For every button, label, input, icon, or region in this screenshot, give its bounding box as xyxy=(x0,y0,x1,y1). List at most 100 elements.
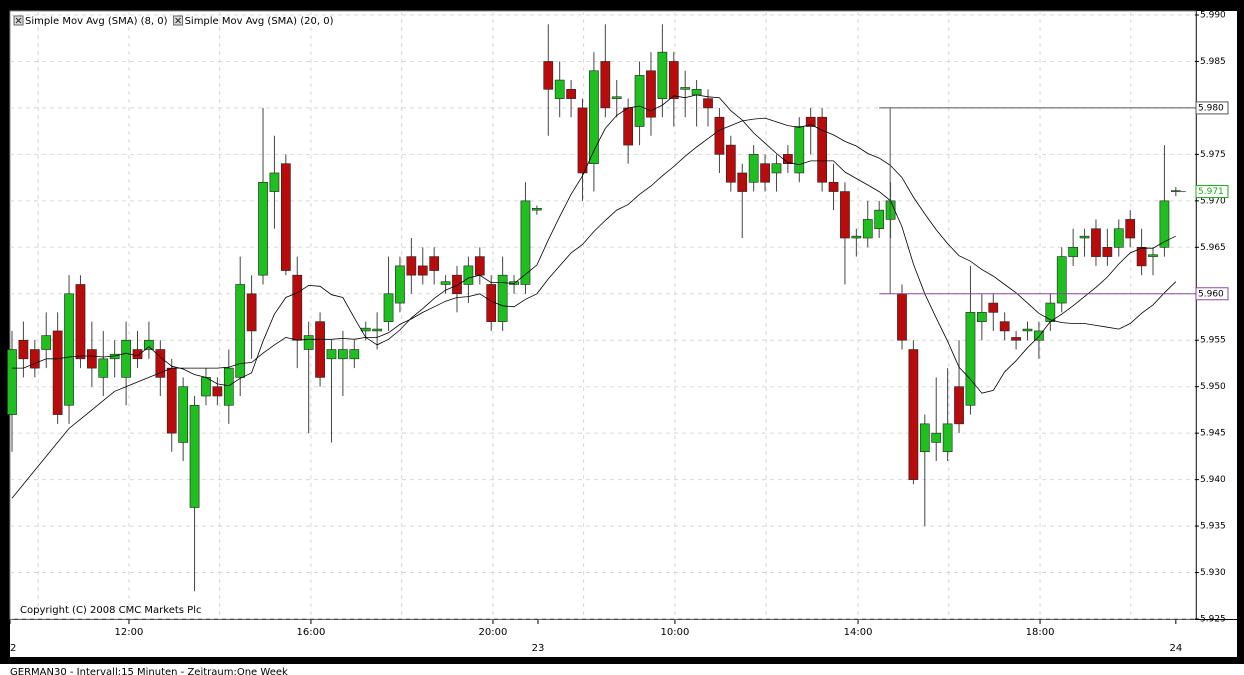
candle-body xyxy=(280,163,291,271)
candle-body xyxy=(87,349,97,369)
candle-body xyxy=(360,327,371,332)
candle-body xyxy=(748,154,759,183)
candle-body xyxy=(1034,330,1044,341)
candle-body xyxy=(566,89,576,99)
date-tick-label: 23 xyxy=(532,643,545,654)
footer: GERMAN30 - Intervall:15 Minuten - Zeitra… xyxy=(10,667,288,675)
candle-body xyxy=(954,386,964,425)
candle-body xyxy=(178,386,189,443)
candle-body xyxy=(144,339,154,350)
candle-body xyxy=(851,235,862,239)
legend-label: Simple Mov Avg (SMA) (20, 0) xyxy=(185,16,334,27)
candle-body xyxy=(463,265,474,285)
x-tick-label: 12:00 xyxy=(115,627,144,638)
candle-body xyxy=(714,116,725,155)
candle-body xyxy=(372,328,382,332)
candle-body xyxy=(965,312,976,406)
candle-body xyxy=(805,116,816,127)
candle-body xyxy=(1068,247,1079,257)
candle-body xyxy=(531,207,542,211)
candle-body xyxy=(132,349,143,360)
candle-body xyxy=(303,335,314,350)
candle-body xyxy=(828,181,839,192)
candle-body xyxy=(794,126,805,174)
sma-line xyxy=(11,117,1177,499)
candle-body xyxy=(486,284,497,322)
y-tick-label: 5.930 xyxy=(1200,568,1226,578)
candle-body xyxy=(862,219,873,239)
candle-body xyxy=(326,349,337,360)
candle-body xyxy=(383,293,394,322)
price-label: 5.960 xyxy=(1198,289,1224,299)
candle-body xyxy=(189,404,200,508)
candle-body xyxy=(497,274,508,322)
x-tick-label: 20:00 xyxy=(479,627,508,638)
candle-body xyxy=(1102,247,1113,257)
candle-body xyxy=(942,423,953,453)
candle-body xyxy=(1045,302,1056,322)
candle-body xyxy=(520,200,531,285)
candle-body xyxy=(212,386,223,397)
candle-body xyxy=(1011,337,1021,341)
candle-body xyxy=(7,349,17,415)
candle-body xyxy=(395,265,405,304)
y-tick-label: 5.970 xyxy=(1200,196,1226,206)
copyright: Copyright (C) 2008 CMC Markets Plc xyxy=(20,605,201,616)
legend-icon xyxy=(15,17,22,24)
sma-line xyxy=(12,94,1176,394)
y-tick-label: 5.950 xyxy=(1200,382,1226,392)
candle-body xyxy=(988,302,999,313)
candle-body xyxy=(611,96,622,99)
candle-body xyxy=(646,70,656,118)
candle-body xyxy=(166,367,177,434)
candle-body xyxy=(1136,247,1147,267)
candle-body xyxy=(201,377,211,397)
candle-body xyxy=(1113,228,1124,248)
candle-body xyxy=(760,163,770,183)
candle-body xyxy=(75,284,86,360)
y-tick-label: 5.975 xyxy=(1200,150,1226,160)
candle-body xyxy=(817,116,827,183)
marks xyxy=(7,24,1197,592)
candle-body xyxy=(1022,328,1033,332)
candle-body xyxy=(1056,256,1067,304)
candle-body xyxy=(269,172,280,192)
last-price-label: 5.971 xyxy=(1198,187,1224,197)
candle-body xyxy=(919,423,930,453)
candle-body xyxy=(725,144,736,183)
candle-body xyxy=(543,61,554,90)
candle-body xyxy=(1079,235,1090,239)
candle-body xyxy=(417,265,428,276)
candle-body xyxy=(258,181,268,276)
labels: Copyright (C) 2008 CMC Markets Plc GERMA… xyxy=(4,11,1229,675)
candle-body xyxy=(771,163,782,174)
y-tick-label: 5.965 xyxy=(1200,243,1226,253)
candle-body xyxy=(999,321,1010,332)
candle-body xyxy=(29,349,40,369)
candle-body xyxy=(589,70,599,164)
candle-body xyxy=(338,349,348,360)
candle-body xyxy=(1091,228,1101,257)
y-tick-label: 5.955 xyxy=(1200,336,1226,346)
candle-body xyxy=(41,335,52,350)
legend-icon xyxy=(175,17,181,24)
candle-body xyxy=(429,256,440,271)
candle-body xyxy=(600,61,611,109)
date-tick-label: 24 xyxy=(1169,643,1182,654)
y-tick-label: 5.985 xyxy=(1200,57,1226,67)
candle-body xyxy=(315,321,325,378)
date-tick-label: 22 xyxy=(4,643,17,654)
candle-body xyxy=(1159,200,1170,248)
price-label: 5.980 xyxy=(1198,103,1224,113)
x-tick-label: 16:00 xyxy=(297,627,326,638)
candle-body xyxy=(691,89,702,96)
x-tick-label: 14:00 xyxy=(844,627,873,638)
candle-body xyxy=(474,256,485,276)
y-tick-label: 5.935 xyxy=(1200,522,1226,532)
plot-area xyxy=(9,10,1197,620)
candle-body xyxy=(657,51,668,99)
candle-body xyxy=(680,87,691,90)
candle-body xyxy=(64,293,74,406)
status-bar xyxy=(0,664,1244,675)
candle-body xyxy=(908,349,919,480)
